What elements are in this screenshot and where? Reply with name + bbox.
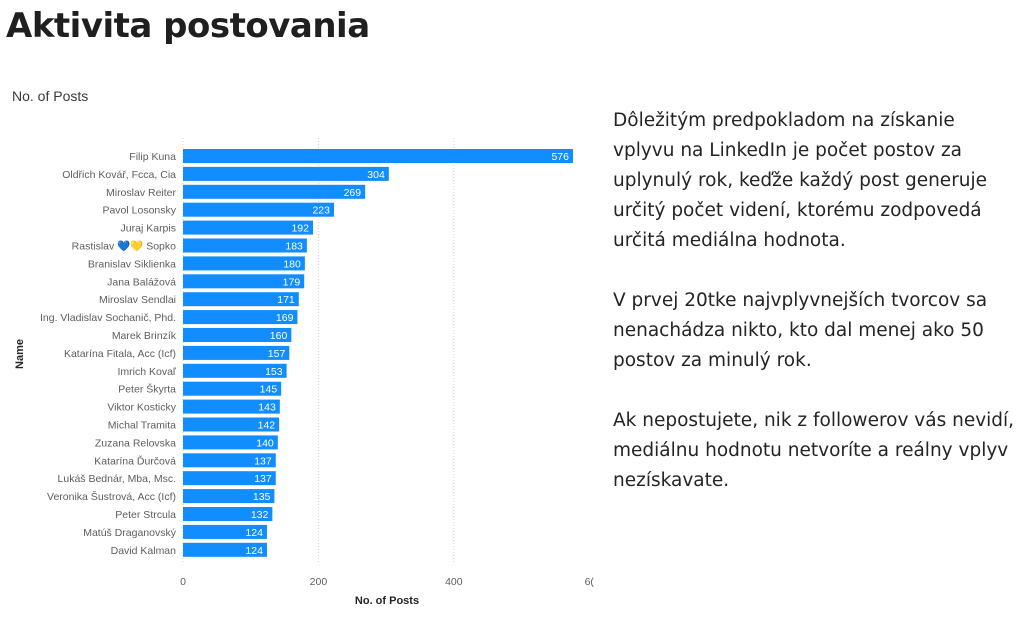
category-label: Marek Brinzík [112, 330, 177, 342]
page-title: Aktivita postovania [6, 6, 370, 46]
bar [183, 149, 573, 163]
data-label: 223 [312, 205, 330, 217]
category-labels: Filip Kuna Oldřich Kovář, Fcca, Cia Mirosl… [40, 151, 177, 557]
x-axis-label: No. of Posts [355, 595, 419, 607]
bar [183, 202, 334, 217]
bar [183, 381, 282, 396]
bar [183, 453, 276, 468]
category-label: Juraj Karpis [121, 223, 176, 235]
category-label: Viktor Kosticky [107, 402, 176, 414]
bar [183, 328, 292, 342]
data-label: 145 [260, 384, 278, 396]
bar [183, 345, 290, 360]
bar [183, 399, 280, 414]
data-label: 143 [258, 402, 276, 414]
bar [183, 542, 267, 557]
bar [183, 489, 275, 504]
category-label: Pavol Losonsky [102, 205, 176, 217]
category-label: Peter Škyrta [118, 383, 176, 396]
bar [183, 310, 298, 325]
category-label: Imrich Kovaľ [118, 366, 177, 378]
data-label: 180 [283, 258, 301, 270]
data-label: 153 [265, 366, 283, 378]
x-tick-label: 6( [585, 576, 595, 588]
data-label: 137 [254, 473, 272, 485]
data-label: 183 [285, 241, 303, 253]
bar [183, 363, 287, 378]
category-label: Oldřich Kovář, Fcca, Cia [62, 169, 176, 181]
bar [183, 417, 280, 432]
bar [183, 292, 299, 307]
category-label: Katarína Fitala, Acc (Icf) [64, 348, 176, 360]
data-label: 124 [245, 545, 263, 557]
bar [183, 238, 307, 253]
category-label: Rastislav 💙💛 Sopko [72, 240, 177, 253]
data-label: 160 [270, 330, 288, 342]
y-axis-label: Name [14, 339, 26, 369]
bar [183, 274, 305, 289]
data-label: 192 [291, 223, 309, 235]
category-label: Katarína Ďurčová [94, 454, 176, 467]
category-label: Michal Tramita [108, 420, 176, 432]
category-label: Miroslav Sendlai [99, 294, 176, 306]
bar [183, 184, 366, 199]
data-label: 179 [283, 276, 301, 288]
category-label: Zuzana Relovska [95, 437, 176, 449]
data-label: 135 [253, 491, 271, 503]
bar [183, 166, 389, 181]
category-label: David Kalman [111, 545, 177, 557]
bar [183, 471, 276, 486]
x-tick-label: 400 [445, 576, 463, 588]
category-label: Peter Strcula [115, 509, 176, 521]
description-text: Dôležitým predpokladom na získanie vplyv… [613, 106, 1018, 526]
data-label: 157 [268, 348, 286, 360]
category-label: Jana Balážová [107, 276, 176, 288]
data-label: 304 [367, 169, 385, 181]
bar [183, 256, 305, 271]
data-label: 169 [276, 312, 294, 324]
category-label: Filip Kuna [129, 151, 176, 163]
x-tick-label: 0 [180, 576, 186, 588]
bar [183, 220, 313, 235]
data-label: 124 [245, 527, 263, 539]
data-label: 140 [256, 437, 274, 449]
bar [183, 507, 273, 521]
category-label: Lukáš Bednár, Mba, Msc. [58, 473, 176, 485]
category-label: Matúš Draganovský [83, 527, 177, 539]
paragraph: Ak nepostujete, nik z followerov vás nev… [613, 410, 1015, 491]
data-label: 142 [258, 420, 276, 432]
category-label: Ing. Vladislav Sochanič, Phd. [40, 312, 176, 324]
data-label: 269 [344, 187, 362, 199]
chart-title: No. of Posts [12, 88, 89, 104]
data-label: 132 [251, 509, 269, 521]
category-label: Veronika Šustrová, Acc (Icf) [47, 490, 176, 503]
data-label: 576 [551, 151, 569, 163]
x-tick-label: 200 [310, 576, 328, 588]
paragraph: Dôležitým predpokladom na získanie vplyv… [613, 110, 988, 251]
data-label: 171 [277, 294, 295, 306]
bar [183, 435, 278, 450]
category-label: Miroslav Reiter [106, 187, 177, 199]
data-label: 137 [254, 455, 272, 467]
category-label: Branislav Siklienka [88, 258, 176, 270]
x-tick-labels: 0 200 400 6( [180, 576, 594, 588]
paragraph: V prvej 20tke najvplyvnejších tvorcov sa… [613, 290, 988, 371]
bar [183, 524, 267, 539]
